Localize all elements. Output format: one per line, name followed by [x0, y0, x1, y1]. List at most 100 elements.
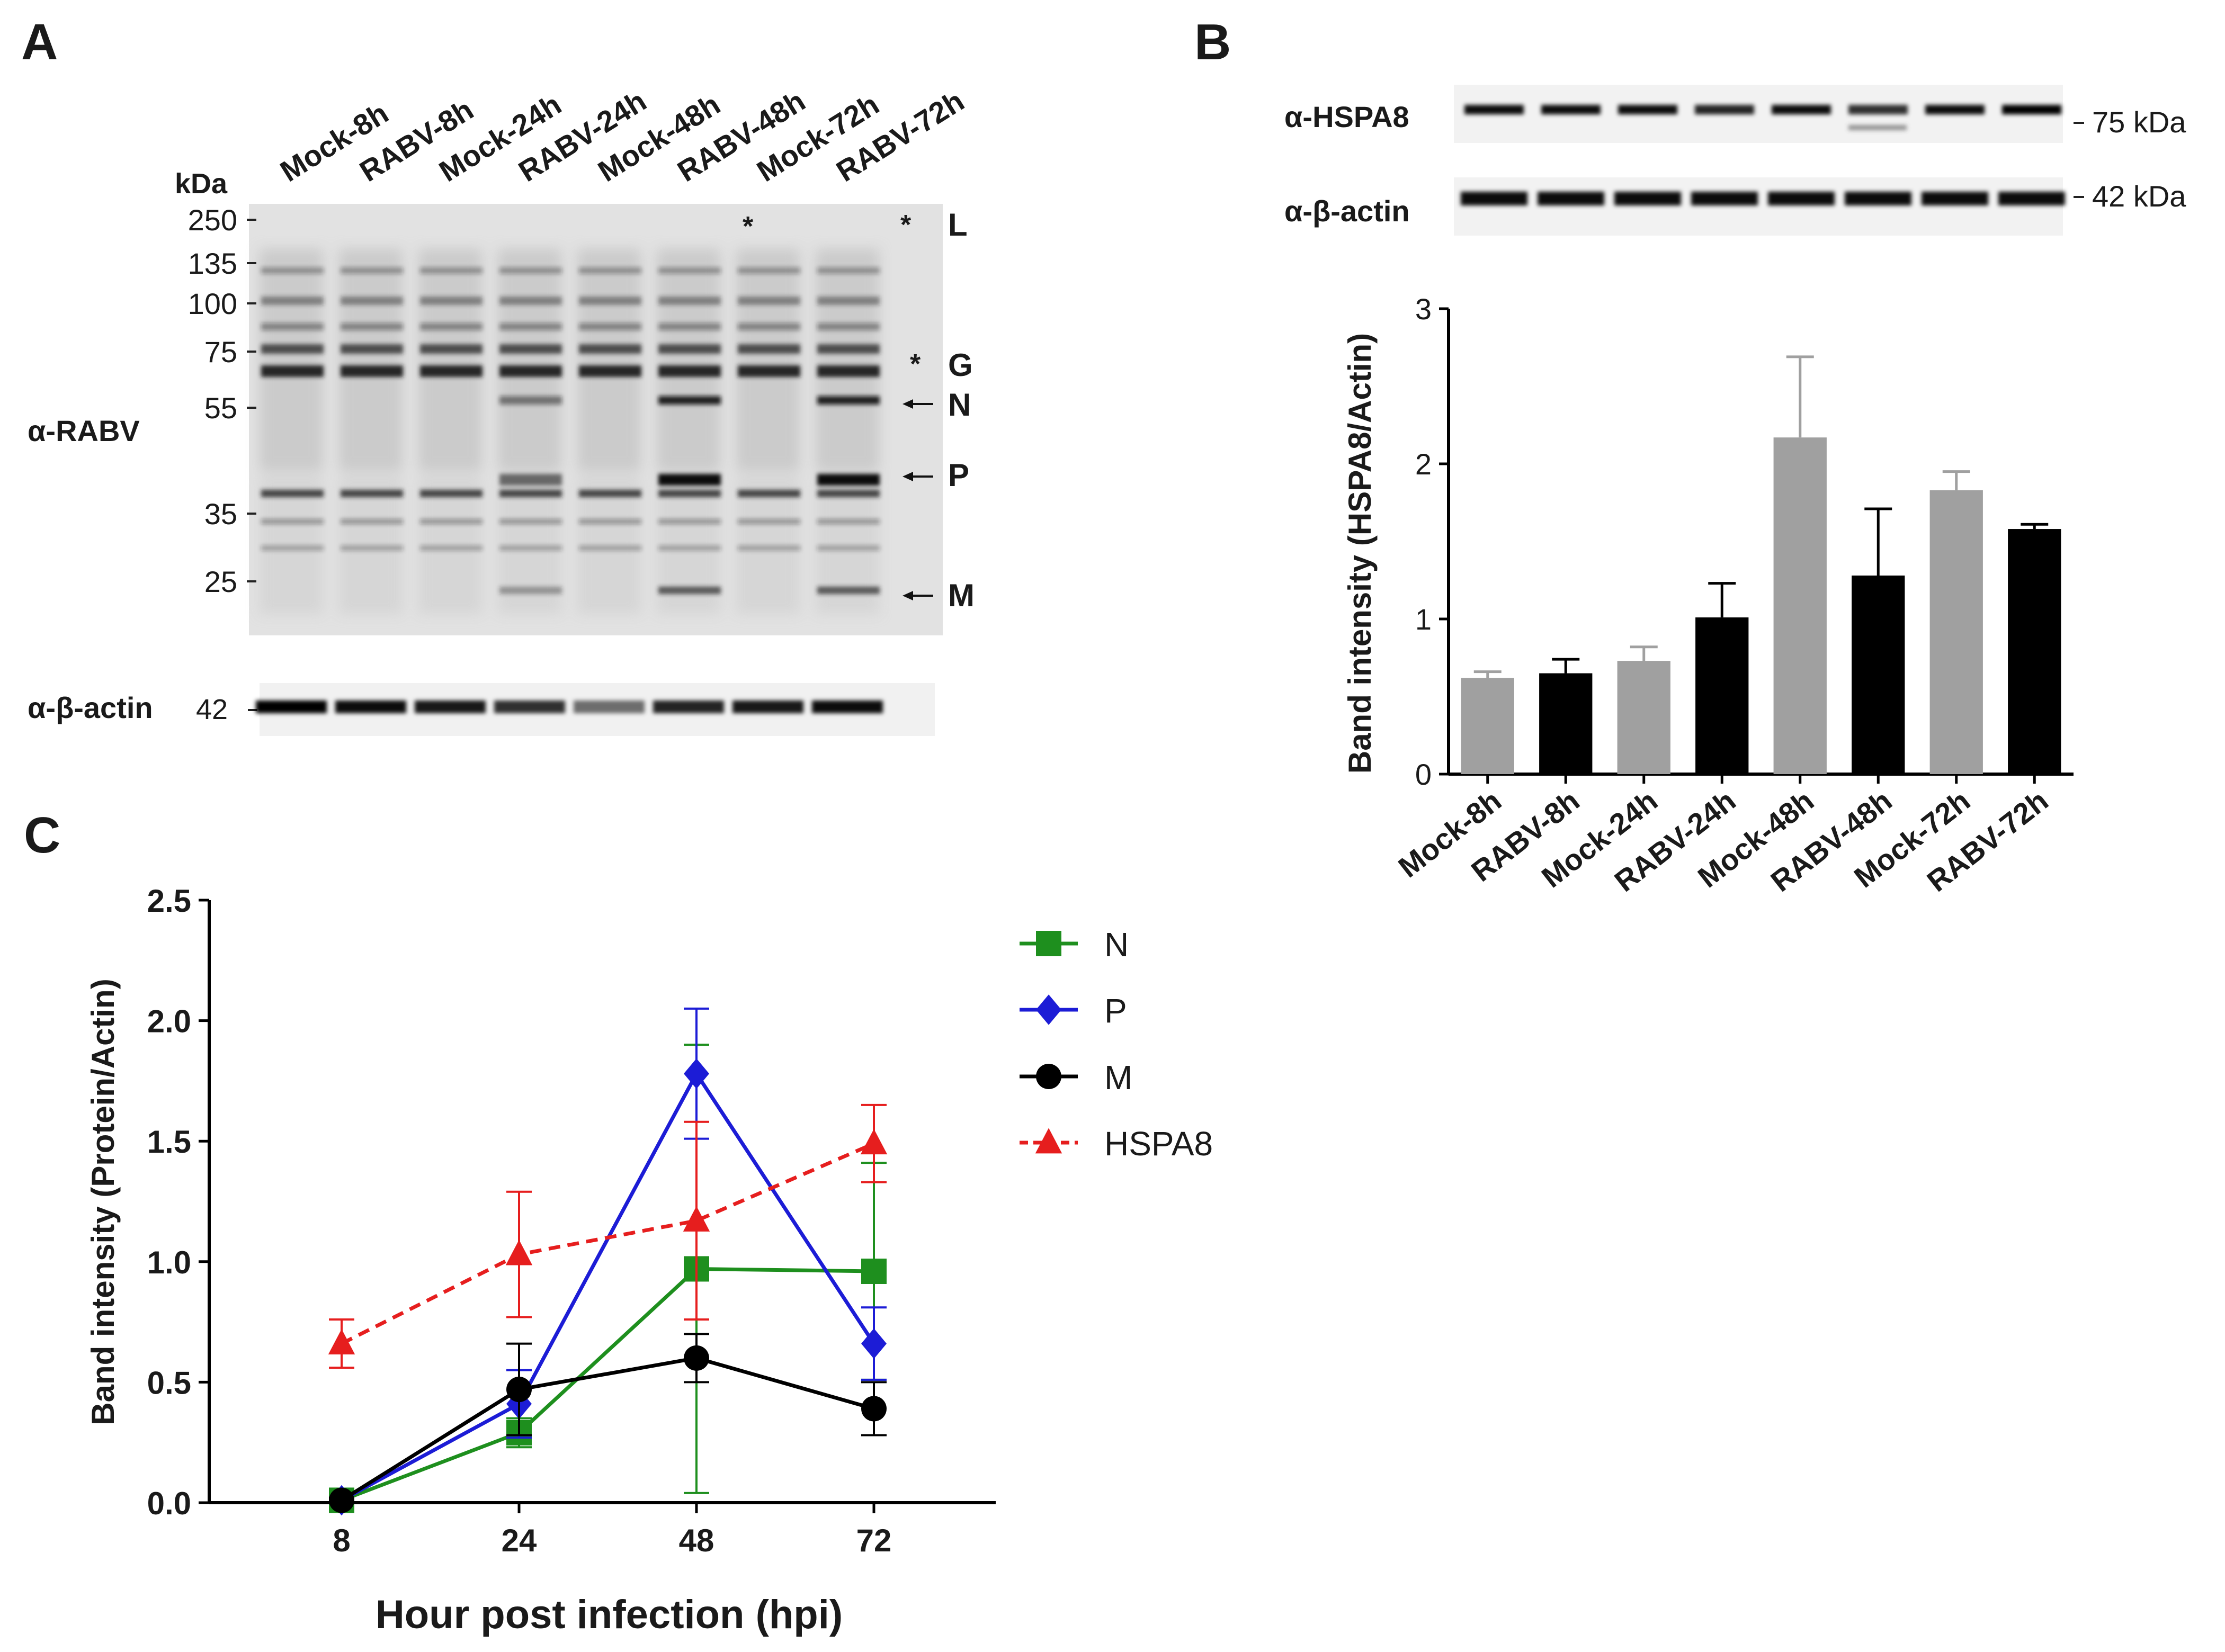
hspa8-band	[1618, 105, 1677, 114]
blot-band	[738, 344, 800, 354]
blot-band	[579, 365, 641, 377]
blot-band	[579, 297, 641, 305]
series-n	[329, 1044, 887, 1513]
blot-band	[261, 323, 324, 330]
marker-label: 25	[204, 565, 237, 598]
actin-band-a	[812, 701, 883, 713]
legend-label: HSPA8	[1104, 1125, 1213, 1163]
actin-band-b	[1614, 192, 1681, 205]
blot-band	[341, 323, 403, 330]
blot-band	[341, 344, 403, 354]
panel-b: B α-HSPA8 α-β-actin 75 kDa 42 kDa 0123Mo…	[1194, 14, 2186, 898]
actin-band-a	[256, 701, 327, 713]
m-protein-band	[499, 587, 562, 594]
actin-band-b	[1538, 192, 1604, 205]
n-protein-band	[499, 396, 562, 405]
data-point	[683, 1206, 710, 1232]
actin-antibody-label-b: α-β-actin	[1284, 194, 1410, 228]
lane-smear	[577, 249, 641, 471]
line-x-tick-label: 48	[679, 1523, 714, 1558]
series-m	[329, 1333, 887, 1513]
blot-band	[420, 344, 482, 354]
series-line	[341, 1142, 875, 1345]
actin-band-b	[1998, 192, 2065, 205]
blot-band	[499, 267, 562, 274]
bar	[1695, 617, 1749, 774]
blot-band	[341, 297, 403, 305]
blot-band	[499, 545, 562, 551]
actin-antibody-label-a: α-β-actin	[28, 691, 153, 724]
line-chart: 0.0 0.5 1.0 1.5 2.0 2.5 8 24 48 72	[147, 883, 996, 1558]
kda-header: kDa	[175, 168, 228, 200]
m-protein-band	[817, 587, 880, 594]
hspa8-band	[1541, 105, 1601, 114]
line-x-tick-label: 72	[856, 1523, 892, 1558]
m-protein-band	[658, 587, 721, 594]
data-point	[329, 1487, 354, 1513]
data-point	[861, 1259, 887, 1285]
asterisk: *	[910, 349, 921, 380]
actin-blot-b	[1454, 177, 2065, 236]
blot-band	[420, 297, 482, 305]
blot-band	[420, 267, 482, 274]
band-arrow-icon	[902, 472, 913, 481]
blot-band	[420, 519, 482, 524]
blot-band	[261, 344, 324, 354]
line-y-tick-label: 1.0	[147, 1245, 191, 1280]
series-line	[341, 1356, 874, 1502]
actin-blot-b-membrane	[1454, 177, 2063, 236]
blot-band	[420, 490, 482, 497]
blot-band	[261, 297, 324, 305]
blot-band	[420, 323, 482, 330]
blot-band	[420, 365, 482, 377]
blot-band	[658, 519, 721, 524]
bar	[2008, 529, 2061, 774]
p-protein-band	[658, 474, 721, 486]
band-labels: L GNP M * * *	[743, 207, 975, 613]
actin-band-a	[494, 701, 565, 713]
line-y-tick-label: 2.0	[147, 1004, 191, 1039]
bar-chart-y-label: Band intensity (HSPA8/Actin)	[1342, 333, 1378, 774]
series-line	[341, 1267, 874, 1502]
blot-band	[341, 365, 403, 377]
blot-band	[817, 519, 880, 524]
blot-band	[579, 344, 641, 354]
blot-band	[658, 323, 721, 330]
bar	[1461, 678, 1514, 774]
line-y-tick-label: 0.5	[147, 1365, 191, 1400]
blot-band	[261, 267, 324, 274]
panel-c: C 0.0 0.5 1.0 1.5 2.0 2.5 8 24 48 72 Band intensi…	[24, 807, 1213, 1637]
blot-band	[261, 519, 324, 524]
blot-band	[261, 365, 324, 377]
blot-band	[658, 545, 721, 551]
lane-smear	[418, 249, 482, 471]
blot-band	[341, 545, 403, 551]
blot-band	[817, 267, 880, 274]
hspa8-band	[1695, 105, 1754, 114]
bar-y-tick-label: 3	[1415, 292, 1432, 326]
legend-marker	[1035, 1128, 1062, 1154]
hspa8-band	[1464, 105, 1524, 114]
blot-band	[658, 297, 721, 305]
blot-band	[261, 490, 324, 497]
lane-smear	[498, 249, 561, 471]
blot-band	[738, 490, 800, 497]
actin-band-b	[1845, 192, 1911, 205]
blot-band	[341, 519, 403, 524]
panel-a-lane-labels: Mock-8hRABV-8hMock-24hRABV-24hMock-48hRA…	[274, 84, 970, 188]
legend-label: P	[1104, 992, 1127, 1030]
actin-size-label-b: 42 kDa	[2092, 179, 2186, 213]
blot-band	[817, 297, 880, 305]
marker-ladder: 250 135 100 75 55 35 25	[188, 203, 256, 598]
actin-band-a	[653, 701, 724, 713]
marker-label: 55	[204, 391, 237, 425]
line-x-tick-label: 24	[502, 1523, 537, 1558]
hspa8-band	[1848, 105, 1908, 114]
actin-marker-label-a: 42	[196, 694, 228, 725]
lane-smear	[339, 249, 403, 471]
series-p	[329, 1007, 887, 1516]
bar	[1852, 575, 1905, 774]
blot-band	[341, 267, 403, 274]
blot-band	[738, 519, 800, 524]
actin-band-b	[1922, 192, 1988, 205]
